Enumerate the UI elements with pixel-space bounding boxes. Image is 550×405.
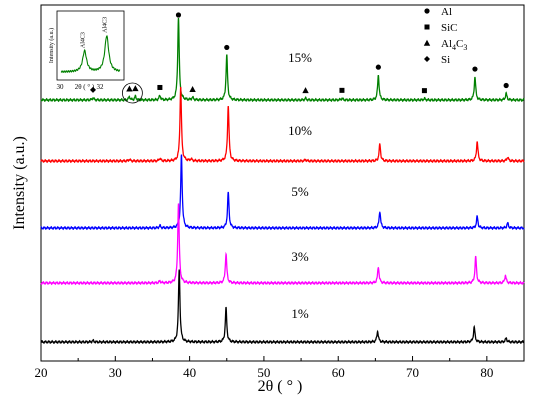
phase-marker-circle (375, 64, 381, 70)
legend-label: Si (441, 54, 450, 66)
phase-marker-circle (503, 82, 509, 89)
series-label: 3% (291, 249, 309, 264)
legend-marker-square (424, 24, 430, 30)
phase-marker-circle (472, 66, 478, 72)
series-label: 1% (291, 306, 309, 321)
series-label: 5% (291, 184, 309, 199)
inset-y-label: Intensity (a.u.) (48, 28, 55, 63)
series-line-5pct (40, 154, 525, 231)
phase-marker-triangle (302, 87, 309, 94)
x-tick-label: 60 (332, 365, 345, 380)
inset-tick-label: 2θ ( ° ) (75, 83, 95, 91)
x-axis: 20 30 40 50 60 70 80 (35, 356, 525, 380)
legend-marker-triangle (423, 39, 431, 46)
phase-marker-square (421, 88, 427, 94)
y-axis-label: Intensity (a.u.) (11, 136, 28, 230)
inset: Al4C3 Al4C3 Intensity (a.u.) 30 2θ ( ° ) 32 (48, 10, 125, 91)
phase-marker-square (157, 84, 163, 90)
x-tick-label: 70 (406, 365, 419, 380)
series-line-10pct (40, 86, 525, 164)
plot-frame (40, 4, 525, 362)
legend-label: SiC (441, 22, 458, 34)
legend-label: Al4C3 (441, 38, 467, 52)
x-tick-label: 20 (35, 365, 48, 380)
series-line-1pct (40, 269, 525, 345)
phase-marker-circle (224, 44, 230, 51)
x-tick-label: 40 (183, 365, 196, 380)
phase-marker-square (339, 87, 345, 93)
inset-tick-label: 30 (57, 83, 65, 91)
inset-tick-label: 32 (97, 83, 105, 91)
series-line-3pct (40, 203, 525, 286)
phase-marker-triangle (132, 85, 139, 92)
series-label: 15% (288, 50, 312, 65)
x-tick-label: 50 (257, 365, 270, 380)
legend-label: Al (441, 6, 452, 18)
series-label: 10% (288, 123, 312, 138)
series-line-15pct (40, 17, 525, 103)
phase-marker-triangle (189, 86, 196, 93)
legend-marker-circle (424, 8, 430, 14)
inset-trace (60, 35, 121, 74)
legend: Al SiC Al4C3 Si (423, 6, 467, 66)
series-layer: 15% 10% 5% 3% 1% (40, 17, 525, 345)
inset-peak-label: Al4C3 (81, 32, 87, 48)
inset-highlight-circle (121, 82, 143, 104)
x-tick-label: 80 (480, 365, 493, 380)
inset-peak-label: Al4C3 (103, 17, 109, 33)
marker-layer (90, 12, 509, 104)
x-axis-label: 2θ ( ° ) (258, 378, 303, 395)
phase-marker-circle (175, 12, 182, 18)
legend-marker-diamond (424, 56, 430, 62)
x-tick-label: 30 (109, 365, 122, 380)
phase-marker-diamond (90, 86, 97, 93)
phase-marker-triangle (126, 85, 133, 92)
